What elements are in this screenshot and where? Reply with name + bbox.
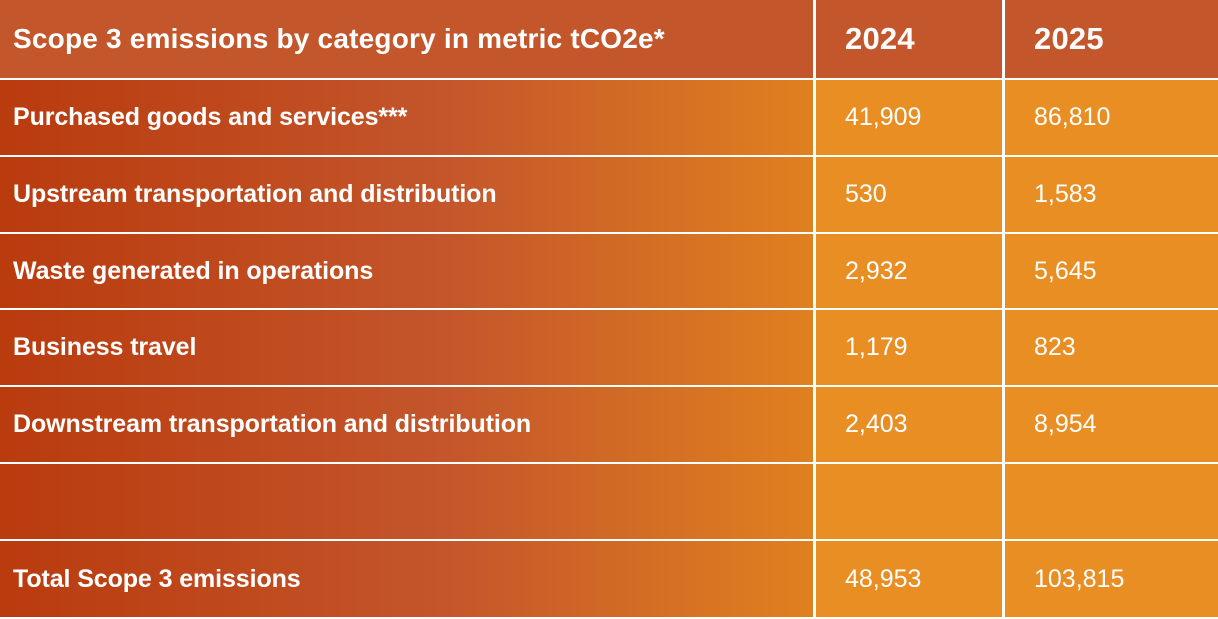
column-header-2024: 2024 — [816, 0, 1002, 78]
table-title: Scope 3 emissions by category in metric … — [0, 0, 813, 78]
column-header-2025: 2025 — [1005, 0, 1218, 78]
cell-waste-2024: 2,932 — [816, 234, 1002, 308]
cell-business-travel-2025: 823 — [1005, 310, 1218, 385]
cell-downstream-transport-2024: 2,403 — [816, 387, 1002, 462]
row-label-downstream-transport: Downstream transportation and distributi… — [0, 387, 813, 462]
cell-purchased-goods-2025: 86,810 — [1005, 80, 1218, 155]
row-label-empty — [0, 464, 813, 539]
row-label-purchased-goods: Purchased goods and services*** — [0, 80, 813, 155]
row-label-total: Total Scope 3 emissions — [0, 541, 813, 617]
cell-downstream-transport-2025: 8,954 — [1005, 387, 1218, 462]
row-label-business-travel: Business travel — [0, 310, 813, 385]
cell-purchased-goods-2024: 41,909 — [816, 80, 1002, 155]
cell-total-2024: 48,953 — [816, 541, 1002, 617]
cell-waste-2025: 5,645 — [1005, 234, 1218, 308]
cell-upstream-transport-2024: 530 — [816, 157, 1002, 232]
row-label-waste: Waste generated in operations — [0, 234, 813, 308]
cell-business-travel-2024: 1,179 — [816, 310, 1002, 385]
row-label-upstream-transport: Upstream transportation and distribution — [0, 157, 813, 232]
cell-empty-2024 — [816, 464, 1002, 539]
cell-empty-2025 — [1005, 464, 1218, 539]
cell-total-2025: 103,815 — [1005, 541, 1218, 617]
cell-upstream-transport-2025: 1,583 — [1005, 157, 1218, 232]
